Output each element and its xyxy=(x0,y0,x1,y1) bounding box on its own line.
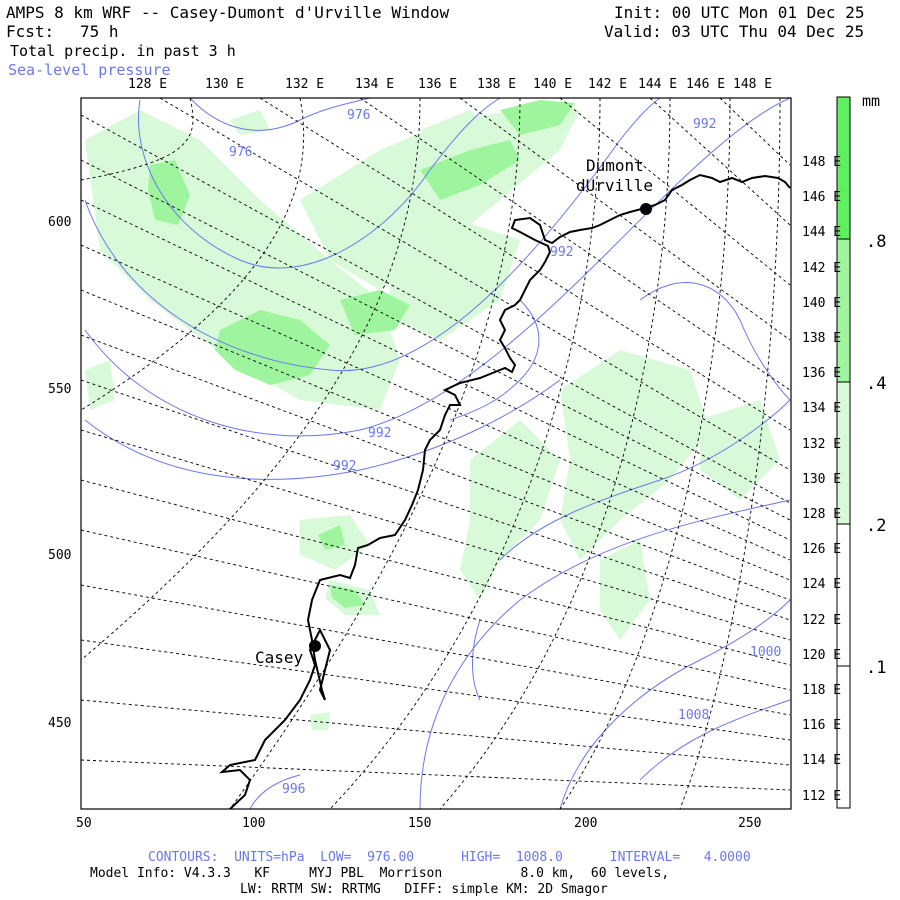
right-lon-label: 120 E xyxy=(802,647,842,663)
overlay-description: Sea-level pressure xyxy=(8,61,171,79)
forecast-label: Fcst: xyxy=(6,22,55,41)
top-lon-label: 136 E xyxy=(418,77,458,92)
isobar-label: 992 xyxy=(693,117,717,132)
dumont-durville-station-marker xyxy=(640,203,652,215)
right-lon-label: 112 E xyxy=(802,788,842,804)
precip-shading-medium xyxy=(148,100,575,608)
x-tick-label: 150 xyxy=(408,816,432,831)
isobar-label: 992 xyxy=(333,459,357,474)
right-lon-label: 118 E xyxy=(802,683,842,698)
right-lon-label: 134 E xyxy=(802,401,842,417)
isobar-label: 976 xyxy=(229,145,253,160)
right-lon-label: 124 E xyxy=(802,577,842,593)
legend-box-high xyxy=(837,97,850,239)
legend-unit: mm xyxy=(862,92,881,110)
map-title: AMPS 8 km WRF -- Casey-Dumont d'Urville … xyxy=(6,3,450,22)
init-time: Init: 00 UTC Mon 01 Dec 25 xyxy=(614,3,865,22)
legend-box-none xyxy=(837,666,850,808)
top-lon-label: 130 E xyxy=(205,77,245,92)
x-tick-label: 250 xyxy=(738,816,762,831)
right-lon-label: 138 E xyxy=(802,331,842,346)
legend-frame xyxy=(836,96,851,809)
precip-shading-light xyxy=(85,110,780,730)
x-tick-label: 100 xyxy=(242,816,266,831)
y-tick-label: 500 xyxy=(48,548,72,563)
top-lon-label: 132 E xyxy=(285,77,325,92)
top-lon-label: 134 E xyxy=(355,77,395,92)
legend-box-low xyxy=(837,382,850,524)
precip-legend-bar xyxy=(836,96,851,809)
right-lon-label: 132 E xyxy=(802,436,842,452)
coastline xyxy=(218,173,791,809)
contours-info: CONTOURS: UNITS=hPa LOW= 976.00 HIGH= 10… xyxy=(148,850,751,865)
right-lon-label: 116 E xyxy=(802,718,842,734)
right-lon-label: 140 E xyxy=(802,295,842,311)
right-lon-label: 114 E xyxy=(802,753,842,769)
station-label-casey: Casey xyxy=(255,648,304,667)
station-label-dumont-line2: dUrville xyxy=(576,176,654,195)
right-lon-label: 144 E xyxy=(802,225,842,241)
casey-station-marker xyxy=(309,640,321,652)
right-lon-label: 130 E xyxy=(802,471,842,487)
isobar-label: 1000 xyxy=(750,645,782,660)
y-tick-label: 450 xyxy=(48,716,72,731)
top-lon-label: 146 E xyxy=(686,77,726,92)
legend-box-mid xyxy=(837,239,850,382)
right-lon-label: 142 E xyxy=(802,260,842,276)
right-lon-label: 148 E xyxy=(802,155,842,170)
model-info: Model Info: V4.3.3 KF MYJ PBL Morrison 8… xyxy=(90,866,670,881)
isobar-label: 992 xyxy=(550,245,574,260)
station-label-dumont-line1: Dumont xyxy=(586,156,644,175)
top-lon-label: 148 E xyxy=(733,77,773,92)
valid-time: Valid: 03 UTC Thu 04 Dec 25 xyxy=(604,22,865,41)
forecast-hours: 75 h xyxy=(80,22,119,41)
plot-frame xyxy=(80,97,792,810)
field-description: Total precip. in past 3 h xyxy=(10,42,236,60)
legend-level-02: .2 xyxy=(866,516,887,536)
legend-level-04: .4 xyxy=(866,374,887,394)
right-lon-label: 122 E xyxy=(802,612,842,628)
physics-info: LW: RRTM SW: RRTMG DIFF: simple KM: 2D S… xyxy=(240,882,608,897)
top-lon-label: 144 E xyxy=(638,77,678,92)
isobars xyxy=(84,98,791,809)
top-lon-label: 138 E xyxy=(477,77,517,92)
top-lon-label: 128 E xyxy=(128,77,168,92)
y-tick-label: 550 xyxy=(48,382,72,397)
legend-level-08: .8 xyxy=(866,232,887,252)
right-lon-label: 146 E xyxy=(802,190,842,206)
legend-level-01: .1 xyxy=(866,658,887,678)
isobar-label: 976 xyxy=(347,108,371,123)
right-lon-label: 136 E xyxy=(802,366,842,382)
x-tick-label: 200 xyxy=(574,816,598,831)
isobar-label: 996 xyxy=(282,782,306,797)
isobar-label: 992 xyxy=(368,426,392,441)
right-lon-label: 126 E xyxy=(802,542,842,558)
x-tick-label: 50 xyxy=(76,816,92,831)
right-lon-label: 128 E xyxy=(802,507,842,522)
legend-box-min xyxy=(837,524,850,666)
y-tick-label: 600 xyxy=(48,215,72,230)
top-lon-label: 140 E xyxy=(533,77,573,92)
isobar-label: 1008 xyxy=(678,708,710,723)
top-lon-label: 142 E xyxy=(588,77,628,92)
latlon-grid xyxy=(81,98,791,809)
